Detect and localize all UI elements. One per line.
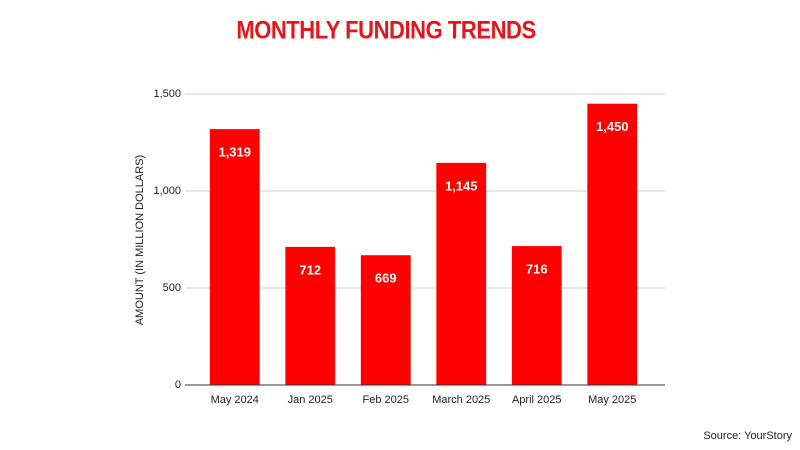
x-tick-label: March 2025 [432,394,490,406]
value-label: 712 [299,262,321,277]
y-tick-label: 1,000 [153,185,181,197]
x-tick-label: Feb 2025 [363,394,409,406]
x-tick-label: May 2025 [588,394,636,406]
chart-title: MONTHLY FUNDING TRENDS [236,16,535,44]
bar [436,162,487,385]
value-label: 1,145 [445,178,478,193]
x-tick-label: April 2025 [512,394,562,406]
y-tick-label: 500 [163,282,181,294]
x-tick-label: May 2024 [211,394,259,406]
bar [285,246,336,385]
value-label: 1,450 [596,119,629,134]
x-tick-label: Jan 2025 [288,394,333,406]
bar [360,255,411,385]
y-tick-label: 0 [175,379,181,391]
value-label: 716 [526,262,548,277]
bar [209,129,260,385]
bar [511,246,562,385]
y-axis-label: AMOUNT (IN MILLION DOLLARS) [134,155,146,325]
bar [587,103,638,385]
value-label: 1,319 [218,145,251,160]
value-label: 669 [375,271,397,286]
y-tick-label: 1,500 [153,88,181,100]
source: Source: YourStory [703,430,792,442]
